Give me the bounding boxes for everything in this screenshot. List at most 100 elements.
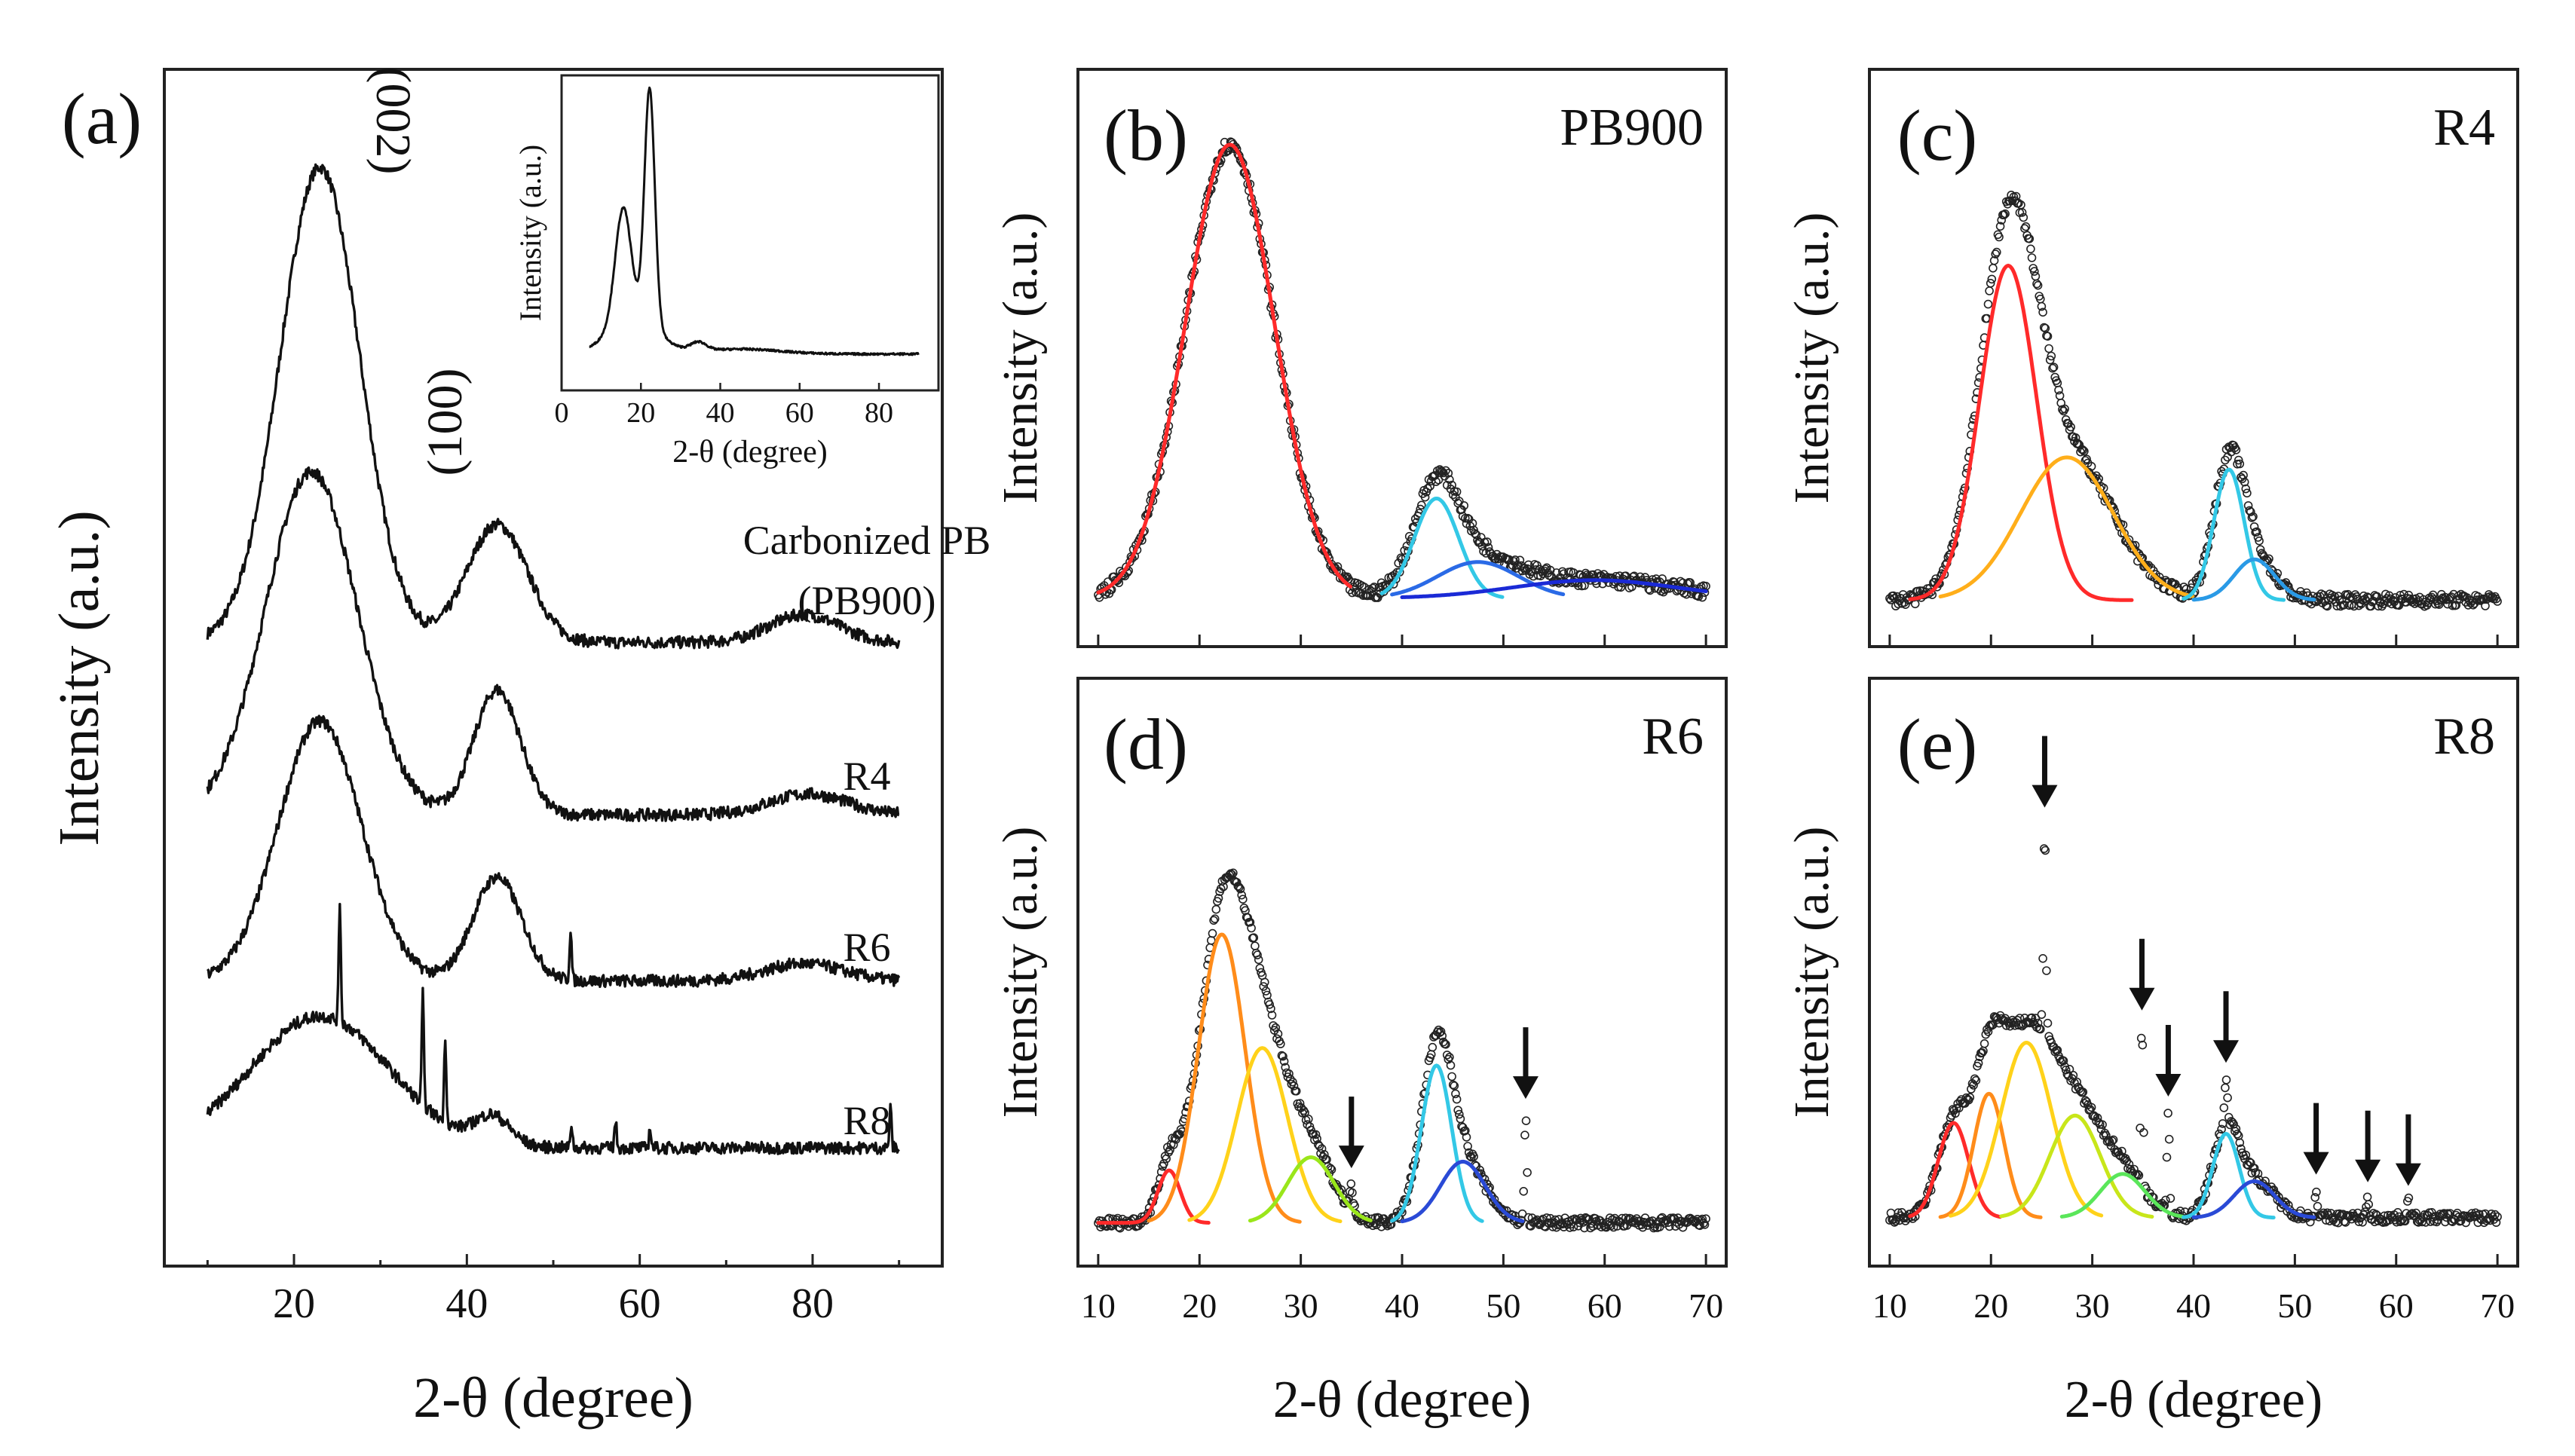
raw-point [2015,1014,2025,1023]
raw-point [1214,894,1223,903]
raw-point [2255,545,2265,555]
raw-point [2362,1192,2372,1202]
raw-point [1260,977,1269,987]
raw-point [1249,933,1259,942]
raw-point [1284,1069,1294,1078]
panel-e-fit-6 [2182,1131,2276,1220]
raw-point [1971,1075,1981,1085]
raw-point [2043,332,2053,341]
raw-point [1259,982,1268,991]
raw-point [1995,232,2004,242]
panel-e-x-tick-label: 20 [1973,1286,2008,1325]
raw-point [1521,1116,1531,1125]
raw-point [1445,1053,1454,1062]
panel-e-fit-4 [1999,1113,2154,1219]
raw-point [1265,1000,1274,1009]
raw-point [2164,1134,2174,1144]
raw-point [2025,1018,2035,1028]
raw-point [2411,1208,2420,1218]
inset-line [589,86,920,356]
raw-point [1266,1004,1275,1014]
raw-point [1515,555,1525,565]
panel-a-label: (a) [62,78,142,159]
panel-b-fit-4 [1400,578,1708,599]
raw-point [2019,213,2028,222]
raw-point [2404,1193,2414,1203]
panel-c-fit-3 [2182,467,2286,602]
panel-e-fit-1 [1908,1121,2002,1219]
raw-point [2082,454,2091,464]
panel-b-fit-1 [1096,142,1352,595]
panel-a-x-tick-label: 40 [445,1280,488,1327]
raw-point [2080,446,2089,456]
panel-d-x-tick-label: 40 [1385,1286,1419,1325]
raw-point [1438,467,1447,476]
raw-point [2045,355,2055,365]
raw-point [1700,1220,1710,1229]
raw-point [1520,1130,1529,1139]
raw-point [2087,461,2096,471]
raw-point [2032,279,2041,289]
panel-b-raw-data [1094,137,1710,602]
raw-point [2048,363,2057,373]
raw-point [2310,1193,2319,1202]
raw-point [2038,954,2047,963]
raw-point [2234,455,2243,465]
raw-point [2026,244,2035,254]
panel-a-x-tick-label: 60 [619,1280,661,1327]
panel-c-fit-4 [2191,557,2316,602]
raw-point [1983,299,1993,309]
raw-point [1311,1130,1321,1139]
panel-d-fit-4 [1248,1155,1373,1223]
raw-point [1278,1051,1288,1061]
raw-point [1374,1213,1384,1222]
raw-point [1417,500,1426,510]
raw-point [2493,597,2502,606]
raw-point [2043,1018,2053,1028]
raw-point [2037,1010,2047,1019]
panel-b-fit-2 [1379,496,1505,599]
panel-b-title: PB900 [1560,99,1704,157]
raw-point [2001,1021,2011,1030]
raw-point [2243,488,2252,498]
raw-point [2162,1152,2172,1162]
panel-e-fit-5 [2059,1172,2185,1219]
raw-point [2044,344,2053,353]
raw-point [1987,274,1997,284]
raw-point [1487,1192,1497,1201]
raw-point [1207,936,1216,945]
raw-point [2277,1199,2287,1208]
raw-point [1208,928,1217,938]
raw-point [1243,913,1252,922]
raw-point [1989,263,1998,273]
raw-point [1997,216,2006,225]
raw-point [1471,530,1481,540]
raw-point [1450,1081,1459,1090]
raw-point [2276,579,2286,589]
panel-b-label: (b) [1104,95,1188,176]
raw-point [1970,1074,1979,1084]
raw-point [2033,280,2043,290]
raw-point [1233,882,1243,891]
panel-e-x-tick-label: 40 [2176,1286,2211,1325]
panel-c-ylabel: Intensity (a.u.) [1784,213,1839,504]
raw-point [1979,1039,1989,1048]
panel-d-fit-5 [1390,1063,1484,1223]
raw-point [1434,475,1444,485]
raw-point [1312,1134,1321,1143]
raw-point [2042,966,2051,975]
raw-point [2078,1087,2088,1097]
raw-point [1981,1029,1991,1039]
raw-point [2030,267,2039,276]
raw-point [1360,583,1369,592]
raw-point [2117,1146,2126,1156]
raw-point [1451,1089,1460,1099]
panel-b-ylabel: Intensity (a.u.) [993,213,1048,504]
raw-point [1531,565,1541,574]
raw-point [2233,1130,2242,1139]
raw-point [1999,210,2009,219]
impurity-arrow-head [2395,1163,2421,1186]
raw-point [1455,1109,1464,1119]
raw-point [1368,583,1378,593]
raw-point [2139,1128,2148,1137]
